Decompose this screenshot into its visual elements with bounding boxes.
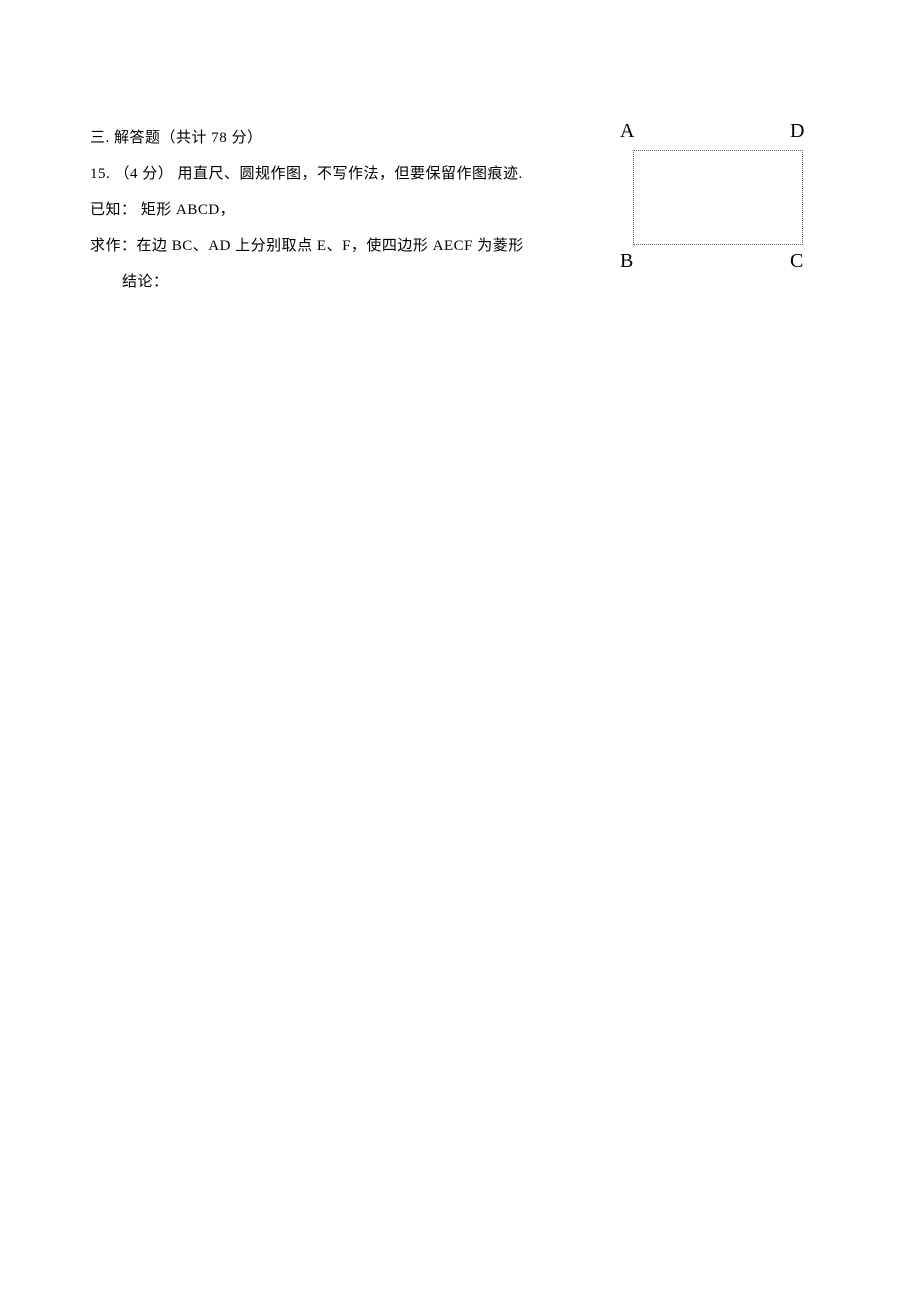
problem-line-3: 求作：在边 BC、AD 上分别取点 E、F，使四边形 AECF 为菱形 [90,228,580,264]
problem-line-1: 15. （4 分） 用直尺、圆规作图，不写作法，但要保留作图痕迹. [90,156,580,192]
vertex-label-d: D [790,120,804,143]
rectangle-figure: A D B C [620,120,810,275]
problem-line-4: 结论： [90,264,580,300]
section-header: 三. 解答题（共计 78 分） [90,120,580,156]
vertex-label-c: C [790,250,803,273]
rectangle-shape [633,150,803,245]
problem-line-2: 已知： 矩形 ABCD， [90,192,580,228]
problem-text-block: 三. 解答题（共计 78 分） 15. （4 分） 用直尺、圆规作图，不写作法，… [90,120,580,300]
vertex-label-a: A [620,120,634,143]
vertex-label-b: B [620,250,633,273]
